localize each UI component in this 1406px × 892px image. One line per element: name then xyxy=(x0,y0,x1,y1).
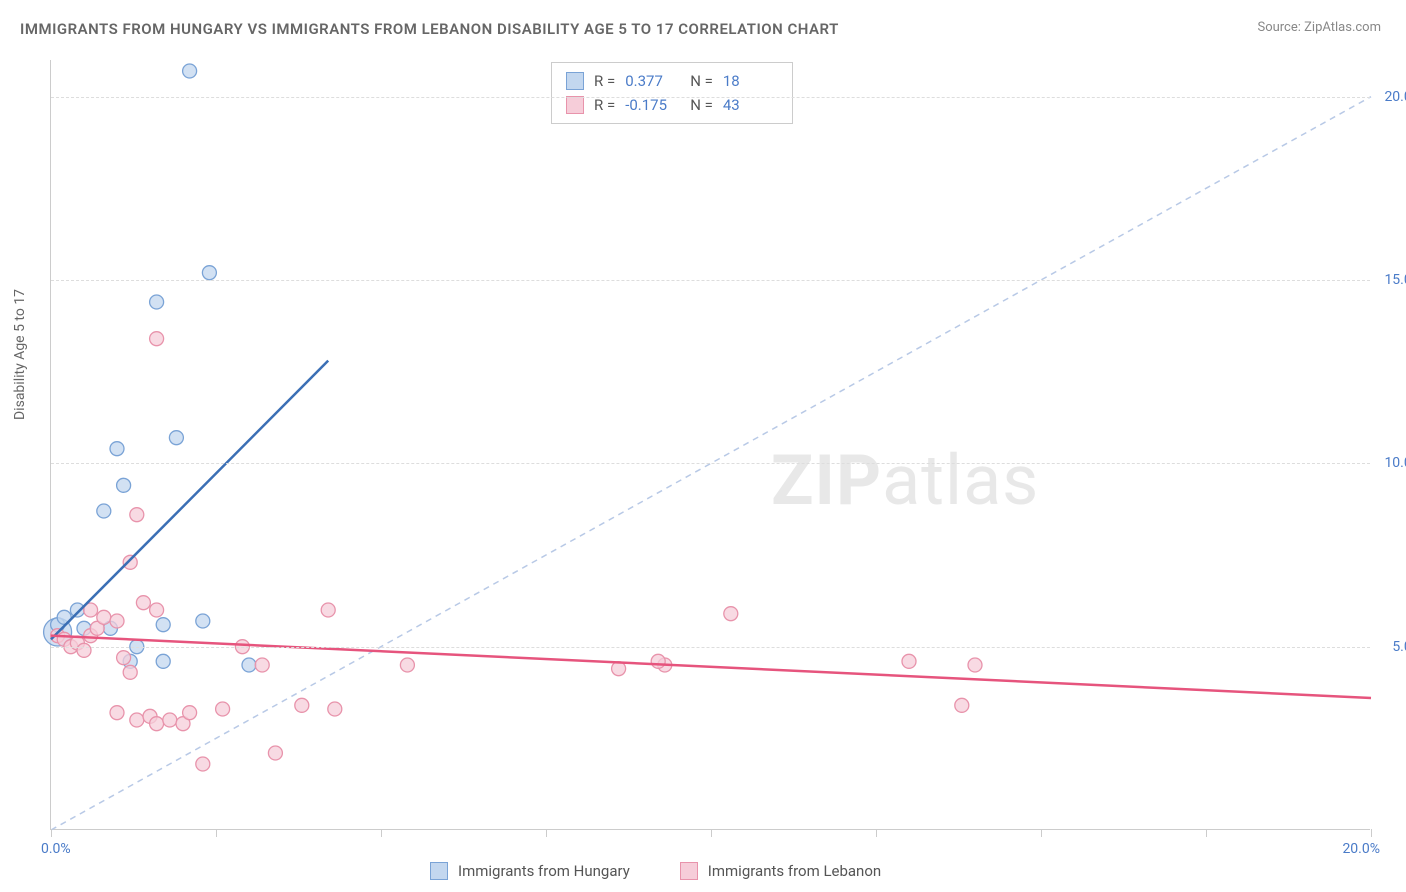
scatter-point-lebanon xyxy=(117,651,131,665)
x-tick xyxy=(216,829,217,837)
stats-box: R =0.377N =18R =-0.175N =43 xyxy=(551,62,793,124)
gridline-h xyxy=(51,280,1370,281)
scatter-point-lebanon xyxy=(163,713,177,727)
legend-label-hungary: Immigrants from Hungary xyxy=(458,862,630,880)
x-axis-min-label: 0.0% xyxy=(41,841,71,857)
y-tick-label: 20.0% xyxy=(1384,89,1406,105)
x-axis-max-label: 20.0% xyxy=(1342,841,1380,857)
x-tick xyxy=(546,829,547,837)
stats-swatch-hungary xyxy=(566,72,584,90)
legend-swatch-hungary xyxy=(430,862,448,880)
y-axis-label: Disability Age 5 to 17 xyxy=(12,289,28,420)
scatter-point-lebanon xyxy=(328,702,342,716)
legend-label-lebanon: Immigrants from Lebanon xyxy=(708,862,881,880)
scatter-point-lebanon xyxy=(321,603,335,617)
scatter-point-lebanon xyxy=(97,610,111,624)
stats-r-value-hungary: 0.377 xyxy=(625,69,680,93)
legend: Immigrants from Hungary Immigrants from … xyxy=(430,862,881,880)
scatter-point-lebanon xyxy=(150,332,164,346)
scatter-point-lebanon xyxy=(136,596,150,610)
scatter-point-lebanon xyxy=(77,643,91,657)
scatter-point-hungary xyxy=(169,431,183,445)
y-tick-label: 10.0% xyxy=(1384,455,1406,471)
scatter-point-lebanon xyxy=(255,658,269,672)
scatter-point-lebanon xyxy=(130,508,144,522)
scatter-point-hungary xyxy=(156,654,170,668)
scatter-point-lebanon xyxy=(216,702,230,716)
x-tick xyxy=(1206,829,1207,837)
source-attribution: Source: ZipAtlas.com xyxy=(1257,20,1381,35)
scatter-point-lebanon xyxy=(130,713,144,727)
scatter-point-lebanon xyxy=(902,654,916,668)
scatter-point-hungary xyxy=(183,64,197,78)
scatter-point-lebanon xyxy=(196,757,210,771)
stats-r-label: R = xyxy=(594,69,615,93)
scatter-point-lebanon xyxy=(400,658,414,672)
x-tick xyxy=(381,829,382,837)
scatter-point-lebanon xyxy=(110,706,124,720)
chart-title: IMMIGRANTS FROM HUNGARY VS IMMIGRANTS FR… xyxy=(20,20,839,38)
scatter-point-lebanon xyxy=(955,698,969,712)
gridline-h xyxy=(51,647,1370,648)
x-tick xyxy=(876,829,877,837)
x-tick xyxy=(711,829,712,837)
scatter-point-hungary xyxy=(202,266,216,280)
scatter-point-lebanon xyxy=(268,746,282,760)
stats-swatch-lebanon xyxy=(566,96,584,114)
scatter-point-hungary xyxy=(97,504,111,518)
scatter-point-lebanon xyxy=(651,654,665,668)
x-tick xyxy=(1041,829,1042,837)
stats-row-hungary: R = 0.377 N = 18 xyxy=(566,69,778,93)
scatter-point-hungary xyxy=(117,478,131,492)
scatter-point-lebanon xyxy=(724,607,738,621)
scatter-point-lebanon xyxy=(150,717,164,731)
legend-item-hungary: Immigrants from Hungary xyxy=(430,862,630,880)
y-tick-label: 5.0% xyxy=(1392,639,1406,655)
stats-n-label: N = xyxy=(690,69,713,93)
scatter-point-hungary xyxy=(110,442,124,456)
legend-swatch-lebanon xyxy=(680,862,698,880)
stats-n-value-hungary: 18 xyxy=(723,69,778,93)
scatter-point-lebanon xyxy=(110,614,124,628)
chart-svg xyxy=(51,60,1370,829)
scatter-point-lebanon xyxy=(183,706,197,720)
scatter-point-hungary xyxy=(70,603,84,617)
scatter-point-hungary xyxy=(242,658,256,672)
gridline-h xyxy=(51,97,1370,98)
scatter-point-lebanon xyxy=(123,555,137,569)
x-tick xyxy=(1371,829,1372,837)
scatter-point-lebanon xyxy=(968,658,982,672)
trend-line-hungary xyxy=(51,361,328,640)
scatter-point-hungary xyxy=(156,618,170,632)
gridline-h xyxy=(51,463,1370,464)
legend-item-lebanon: Immigrants from Lebanon xyxy=(680,862,881,880)
x-tick xyxy=(51,829,52,837)
scatter-point-hungary xyxy=(196,614,210,628)
y-tick-label: 15.0% xyxy=(1384,272,1406,288)
scatter-point-lebanon xyxy=(150,603,164,617)
scatter-point-hungary xyxy=(150,295,164,309)
scatter-point-lebanon xyxy=(295,698,309,712)
scatter-point-lebanon xyxy=(123,665,137,679)
plot-area: ZIPatlas 0.0% 20.0% R =0.377N =18R =-0.1… xyxy=(50,60,1370,830)
